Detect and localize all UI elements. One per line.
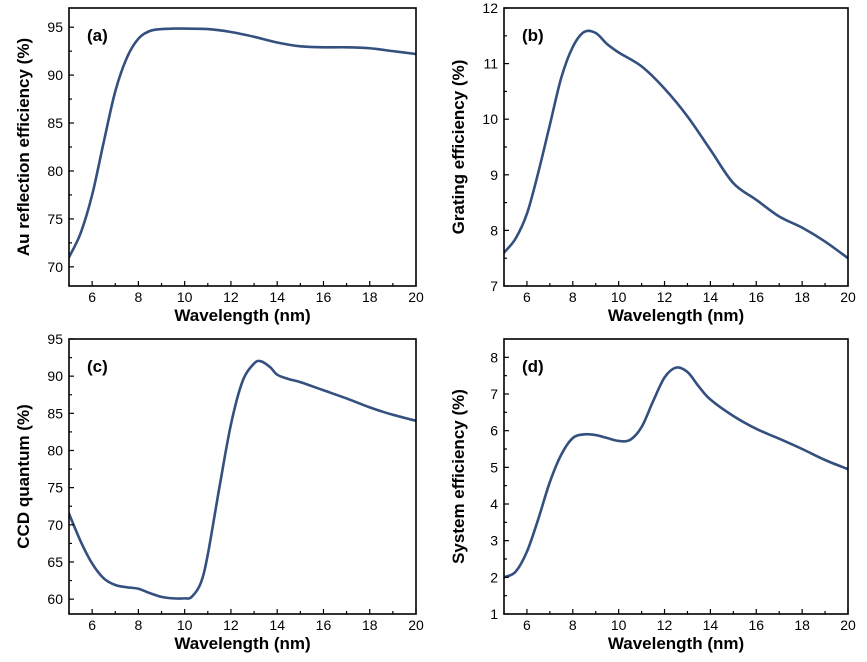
x-tick-label-c-16: 16 [316, 617, 332, 633]
plot-frame-a [68, 7, 417, 287]
y-tick-label-d-2: 2 [490, 569, 498, 585]
y-tick-label-b-10: 10 [482, 111, 498, 127]
panel-label-d: (d) [522, 357, 544, 376]
x-tick-label-d-14: 14 [703, 617, 719, 633]
y-tick-label-a-85: 85 [47, 115, 63, 131]
x-tick-label-c-8: 8 [135, 617, 143, 633]
series-line-a-0 [69, 27, 416, 259]
series-line-b-0 [504, 29, 848, 260]
plot-frame-c [68, 338, 417, 615]
y-tick-label-d-8: 8 [490, 349, 498, 365]
plot-frame-b [503, 7, 849, 287]
y-tick-label-b-7: 7 [490, 278, 498, 294]
x-axis-title-c: Wavelength (nm) [174, 634, 310, 653]
x-tick-label-c-6: 6 [88, 617, 96, 633]
x-tick-label-d-6: 6 [523, 617, 531, 633]
series-line-d-0 [504, 366, 848, 579]
x-tick-label-b-20: 20 [840, 289, 856, 305]
x-tick-label-a-8: 8 [135, 289, 143, 305]
x-tick-label-d-10: 10 [611, 617, 627, 633]
y-axis-title-a: Au reflection efficiency (%) [14, 38, 33, 256]
x-tick-label-d-12: 12 [657, 617, 673, 633]
panel-label-b: (b) [522, 26, 544, 45]
x-tick-label-d-18: 18 [794, 617, 810, 633]
x-axis-title-d: Wavelength (nm) [608, 634, 744, 653]
y-tick-label-a-95: 95 [47, 19, 63, 35]
y-tick-label-b-11: 11 [483, 56, 498, 72]
y-tick-label-b-8: 8 [490, 222, 498, 238]
x-tick-label-b-8: 8 [569, 289, 577, 305]
y-tick-label-a-80: 80 [47, 163, 63, 179]
y-tick-label-a-70: 70 [47, 259, 63, 275]
y-tick-label-c-75: 75 [47, 480, 63, 496]
x-axis-title-a: Wavelength (nm) [174, 306, 310, 325]
y-tick-label-d-1: 1 [490, 606, 498, 622]
y-tick-label-d-7: 7 [490, 386, 498, 402]
x-axis-title-b: Wavelength (nm) [608, 306, 744, 325]
y-tick-label-a-75: 75 [47, 211, 63, 227]
x-tick-label-a-6: 6 [88, 289, 96, 305]
x-tick-label-d-16: 16 [748, 617, 764, 633]
x-tick-label-c-10: 10 [177, 617, 193, 633]
x-tick-label-b-14: 14 [703, 289, 719, 305]
x-tick-label-b-16: 16 [748, 289, 764, 305]
y-tick-label-c-65: 65 [47, 554, 63, 570]
x-tick-label-c-18: 18 [362, 617, 378, 633]
y-tick-label-b-9: 9 [490, 167, 498, 183]
y-tick-label-c-85: 85 [47, 405, 63, 421]
x-tick-label-a-16: 16 [316, 289, 332, 305]
panel-label-c: (c) [87, 357, 108, 376]
x-tick-label-b-10: 10 [611, 289, 627, 305]
y-axis-title-b: Grating efficiency (%) [449, 60, 468, 235]
y-tick-label-c-80: 80 [47, 442, 63, 458]
x-tick-label-a-20: 20 [408, 289, 424, 305]
panel-c: 6 8 10 12 14 16 18 20 60 65 70 75 80 85 90 95 Wavelength… [14, 331, 424, 653]
plot-frame-d [503, 338, 849, 615]
y-tick-label-c-70: 70 [47, 517, 63, 533]
y-tick-label-d-4: 4 [490, 496, 498, 512]
y-tick-label-a-90: 90 [47, 67, 63, 83]
x-tick-label-c-12: 12 [223, 617, 239, 633]
y-tick-label-d-6: 6 [490, 423, 498, 439]
y-axis-title-d: System efficiency (%) [449, 389, 468, 564]
y-tick-label-d-3: 3 [490, 533, 498, 549]
x-tick-label-b-12: 12 [657, 289, 673, 305]
x-tick-label-c-14: 14 [269, 617, 285, 633]
x-tick-label-b-6: 6 [523, 289, 531, 305]
x-tick-label-a-12: 12 [223, 289, 239, 305]
x-tick-label-b-18: 18 [794, 289, 810, 305]
y-tick-label-c-60: 60 [47, 591, 63, 607]
x-tick-label-d-8: 8 [569, 617, 577, 633]
y-tick-label-b-12: 12 [482, 0, 498, 16]
x-tick-label-a-14: 14 [269, 289, 285, 305]
y-tick-label-d-5: 5 [490, 459, 498, 475]
y-tick-label-c-95: 95 [47, 331, 63, 347]
series-line-c-0 [69, 359, 416, 600]
panel-label-a: (a) [87, 26, 108, 45]
x-tick-label-d-20: 20 [840, 617, 856, 633]
panel-a: 6 8 10 12 14 16 18 20 70 75 80 85 90 95 Wavelength (nm… [14, 7, 424, 325]
x-tick-label-c-20: 20 [408, 617, 424, 633]
y-axis-title-c: CCD quantum (%) [14, 404, 33, 548]
x-tick-label-a-10: 10 [177, 289, 193, 305]
x-tick-label-a-18: 18 [362, 289, 378, 305]
y-tick-label-c-90: 90 [47, 368, 63, 384]
